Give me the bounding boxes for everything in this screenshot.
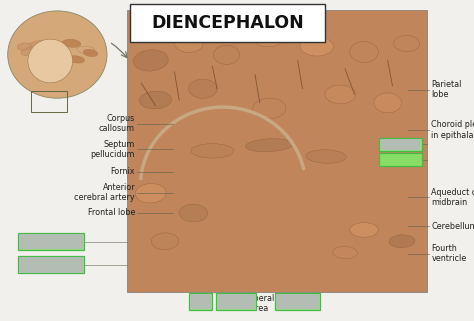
- FancyBboxPatch shape: [189, 293, 212, 310]
- FancyBboxPatch shape: [218, 294, 255, 309]
- FancyBboxPatch shape: [381, 139, 420, 150]
- Text: Corpus
callosum: Corpus callosum: [99, 114, 135, 133]
- Text: Cerebellum: Cerebellum: [431, 222, 474, 231]
- Ellipse shape: [246, 139, 293, 152]
- Ellipse shape: [394, 36, 419, 52]
- Ellipse shape: [38, 52, 58, 61]
- Ellipse shape: [174, 35, 203, 52]
- Ellipse shape: [300, 37, 333, 56]
- Ellipse shape: [191, 144, 234, 158]
- FancyBboxPatch shape: [19, 234, 83, 249]
- Text: Parietal
lobe: Parietal lobe: [431, 80, 462, 100]
- Text: Fourth
ventricle: Fourth ventricle: [431, 244, 466, 263]
- Ellipse shape: [333, 247, 357, 259]
- FancyBboxPatch shape: [275, 293, 320, 310]
- Ellipse shape: [350, 223, 378, 237]
- Ellipse shape: [179, 204, 208, 222]
- Ellipse shape: [325, 85, 356, 104]
- FancyBboxPatch shape: [379, 153, 422, 166]
- Ellipse shape: [254, 29, 284, 47]
- FancyBboxPatch shape: [216, 293, 256, 310]
- FancyBboxPatch shape: [276, 294, 319, 309]
- Ellipse shape: [17, 43, 31, 50]
- Ellipse shape: [77, 46, 95, 53]
- Text: Aqueduct of
midbrain: Aqueduct of midbrain: [431, 188, 474, 207]
- Ellipse shape: [28, 40, 49, 51]
- Ellipse shape: [133, 50, 168, 71]
- Ellipse shape: [189, 79, 217, 98]
- Ellipse shape: [374, 93, 401, 113]
- Ellipse shape: [136, 184, 166, 203]
- Ellipse shape: [350, 42, 378, 62]
- Text: Fornix: Fornix: [110, 167, 135, 176]
- FancyBboxPatch shape: [190, 294, 211, 309]
- Text: Tuberal
area: Tuberal area: [245, 294, 274, 313]
- Ellipse shape: [139, 91, 172, 109]
- Ellipse shape: [68, 56, 85, 63]
- FancyBboxPatch shape: [18, 233, 84, 250]
- Text: Frontal lobe: Frontal lobe: [88, 208, 135, 217]
- Ellipse shape: [28, 39, 73, 83]
- Ellipse shape: [8, 11, 107, 98]
- Ellipse shape: [253, 98, 286, 119]
- Ellipse shape: [306, 150, 346, 163]
- FancyBboxPatch shape: [127, 10, 427, 292]
- Text: Choroid plexus
in epithalamus: Choroid plexus in epithalamus: [431, 120, 474, 140]
- Ellipse shape: [213, 45, 240, 65]
- Ellipse shape: [62, 39, 81, 48]
- Ellipse shape: [389, 235, 415, 248]
- FancyBboxPatch shape: [130, 4, 325, 42]
- FancyBboxPatch shape: [19, 257, 83, 273]
- FancyBboxPatch shape: [18, 256, 84, 273]
- Ellipse shape: [83, 49, 98, 57]
- Ellipse shape: [151, 233, 179, 250]
- Text: Anterior
cerebral artery: Anterior cerebral artery: [74, 183, 135, 202]
- Text: Septum
pellucidum: Septum pellucidum: [91, 140, 135, 159]
- FancyBboxPatch shape: [379, 138, 422, 151]
- Text: DIENCEPHALON: DIENCEPHALON: [151, 14, 304, 32]
- Ellipse shape: [21, 47, 37, 56]
